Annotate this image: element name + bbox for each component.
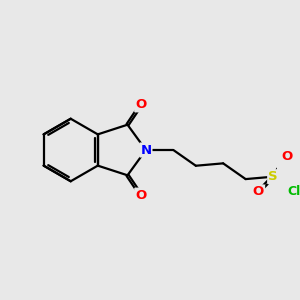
Text: N: N <box>140 143 152 157</box>
Text: O: O <box>282 150 293 164</box>
Text: S: S <box>268 170 278 183</box>
Text: Cl: Cl <box>287 185 300 198</box>
Text: O: O <box>135 98 146 111</box>
Text: O: O <box>253 185 264 199</box>
Text: O: O <box>135 189 146 202</box>
